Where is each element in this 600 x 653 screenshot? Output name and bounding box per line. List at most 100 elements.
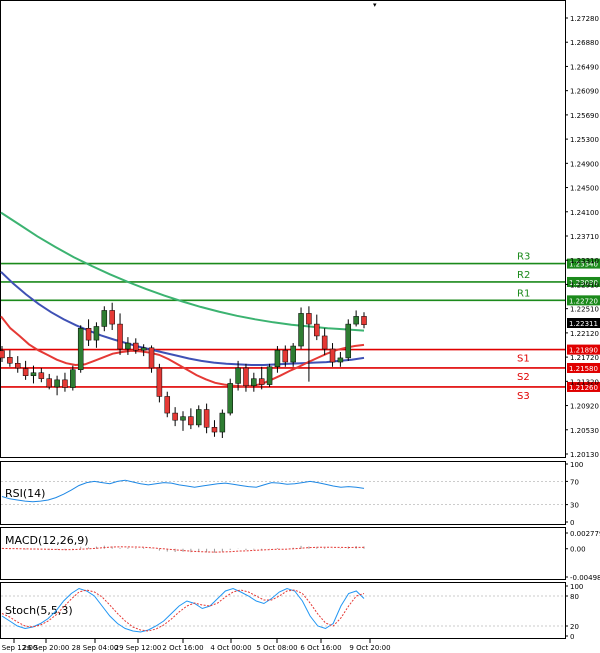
candle-bear (361, 316, 367, 325)
candle-bear (7, 357, 13, 364)
indicator-tick-label: 80 (570, 593, 579, 601)
candle-bear (38, 372, 45, 379)
price-panel (0, 0, 566, 458)
time-tick-label: 29 Sep 12:00 (115, 644, 162, 652)
macd-signal-line (1, 546, 365, 553)
candle-bear (203, 409, 210, 428)
time-tick-label: 4 Oct 00:00 (210, 644, 251, 652)
time-tick-label: 28 Sep 04:00 (72, 644, 119, 652)
level-label-r2: R2 (517, 270, 530, 281)
candle-bear (211, 427, 218, 433)
rsi-indicator: 100 70 30 0 (1, 461, 583, 527)
candle-bull (30, 372, 37, 376)
level-price-tag (567, 381, 600, 392)
candle-bull (101, 310, 108, 327)
candle-bull (93, 326, 100, 341)
rsi-line (1, 479, 365, 503)
candle-bear (85, 327, 92, 341)
candle-bull (274, 349, 281, 368)
level-label-s3: S3 (517, 391, 530, 402)
indicator-tick-label: 0.00 (570, 546, 586, 554)
time-tick-label: 6 Oct 16:00 (300, 644, 341, 652)
stoch-title: Stoch(5,5,3) (5, 604, 73, 617)
price-tick-label: 1.22510 (570, 306, 599, 314)
candle-bull (70, 369, 76, 388)
candle-bear (46, 378, 52, 388)
price-tick-label: 1.24500 (570, 185, 599, 193)
indicator-tick-label: 70 (570, 478, 579, 486)
macd-panel (0, 527, 566, 580)
price-tick-label: 1.24900 (570, 160, 599, 168)
indicator-tick-label: -0.004985 (570, 574, 600, 582)
price-tick-label: 1.26490 (570, 63, 599, 71)
candle-bear (306, 313, 312, 325)
price-tick-label: 1.26880 (570, 39, 599, 47)
candle-bull (125, 342, 131, 350)
candle-bear (133, 342, 139, 351)
price-tick-label: 1.20130 (570, 451, 599, 459)
level-label-r1: R1 (517, 288, 530, 299)
candle-bear (258, 378, 265, 385)
candle-bear (314, 323, 320, 337)
candle-bull (180, 416, 186, 421)
level-label-r3: R3 (517, 252, 530, 263)
candle-bear (321, 335, 328, 350)
candle-bear (282, 349, 289, 363)
candle-bull (353, 316, 359, 325)
candle-bear (172, 412, 178, 421)
candle-bear (117, 323, 123, 350)
indicator-tick-label: 100 (570, 461, 583, 469)
candle-bull (235, 367, 241, 384)
rsi-panel (0, 461, 566, 525)
candle-bear (22, 368, 29, 376)
candle-bull (227, 383, 233, 414)
candle-bull (298, 313, 304, 347)
stoch-k-line (1, 587, 365, 633)
current-price-tag: 1.22311 (567, 318, 600, 328)
price-tick-label: 1.22120 (570, 330, 599, 338)
indicator-tick-label: 0 (570, 519, 574, 527)
candles (0, 302, 367, 438)
level-price-label: 1.22720 (569, 297, 598, 305)
price-tick-label: 1.23310 (570, 257, 599, 265)
price-tick-label: 1.25690 (570, 112, 599, 120)
level-label-s1: S1 (517, 354, 530, 365)
price-tick-label: 1.22910 (570, 281, 599, 289)
indicator-tick-label: 20 (570, 623, 579, 631)
candle-bull (140, 347, 147, 351)
time-tick-label: 26 Sep 20:00 (23, 644, 70, 652)
price-tick-label: 1.21720 (570, 354, 599, 362)
candle-bull (219, 412, 226, 433)
macd-indicator: 0.002779 0.00 -0.004985 (1, 530, 600, 582)
candle-bull (77, 327, 84, 371)
price-tick-label: 1.20920 (570, 403, 599, 411)
candle-bear (164, 396, 171, 414)
candle-bull (195, 409, 202, 426)
ma-fast-line (0, 315, 365, 388)
candle-bull (266, 366, 273, 385)
time-tick-label: 25 Sep 12:00 (0, 644, 37, 652)
time-tick-label: 2 Oct 16:00 (162, 644, 203, 652)
level-price-label: 1.21580 (569, 365, 598, 373)
candle-bear (109, 310, 115, 325)
candle-bull (290, 345, 296, 363)
pivot-levels: R3 1.23340 R2 1.23030 R1 1.22720 S1 1.21890 S2 1.… (1, 252, 600, 402)
price-tick-label: 1.21320 (570, 378, 599, 386)
candle-bull (337, 357, 344, 363)
indicator-tick-label: 30 (570, 502, 579, 510)
price-tick-label: 1.27280 (570, 15, 599, 23)
indicator-tick-label: 0.002779 (570, 530, 600, 538)
level-price-label: 1.21890 (569, 347, 598, 355)
level-price-tag (567, 344, 600, 355)
level-label-s2: S2 (517, 372, 530, 383)
rsi-title: RSI(14) (5, 487, 45, 500)
candle-bull (251, 378, 257, 387)
level-price-label: 1.23030 (569, 279, 598, 287)
time-tick-label: 9 Oct 20:00 (349, 644, 390, 652)
macd-title: MACD(12,26,9) (5, 534, 89, 547)
level-price-label: 1.23340 (569, 261, 598, 269)
candle-bear (148, 347, 155, 369)
level-price-tag (567, 276, 600, 287)
